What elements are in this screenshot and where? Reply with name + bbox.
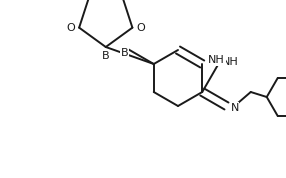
- Text: O: O: [136, 23, 145, 33]
- Text: O: O: [66, 23, 75, 33]
- Text: B: B: [121, 48, 129, 58]
- Text: B: B: [102, 51, 110, 61]
- Text: NH: NH: [208, 55, 225, 65]
- Text: N: N: [231, 103, 239, 113]
- Text: NH: NH: [222, 57, 239, 67]
